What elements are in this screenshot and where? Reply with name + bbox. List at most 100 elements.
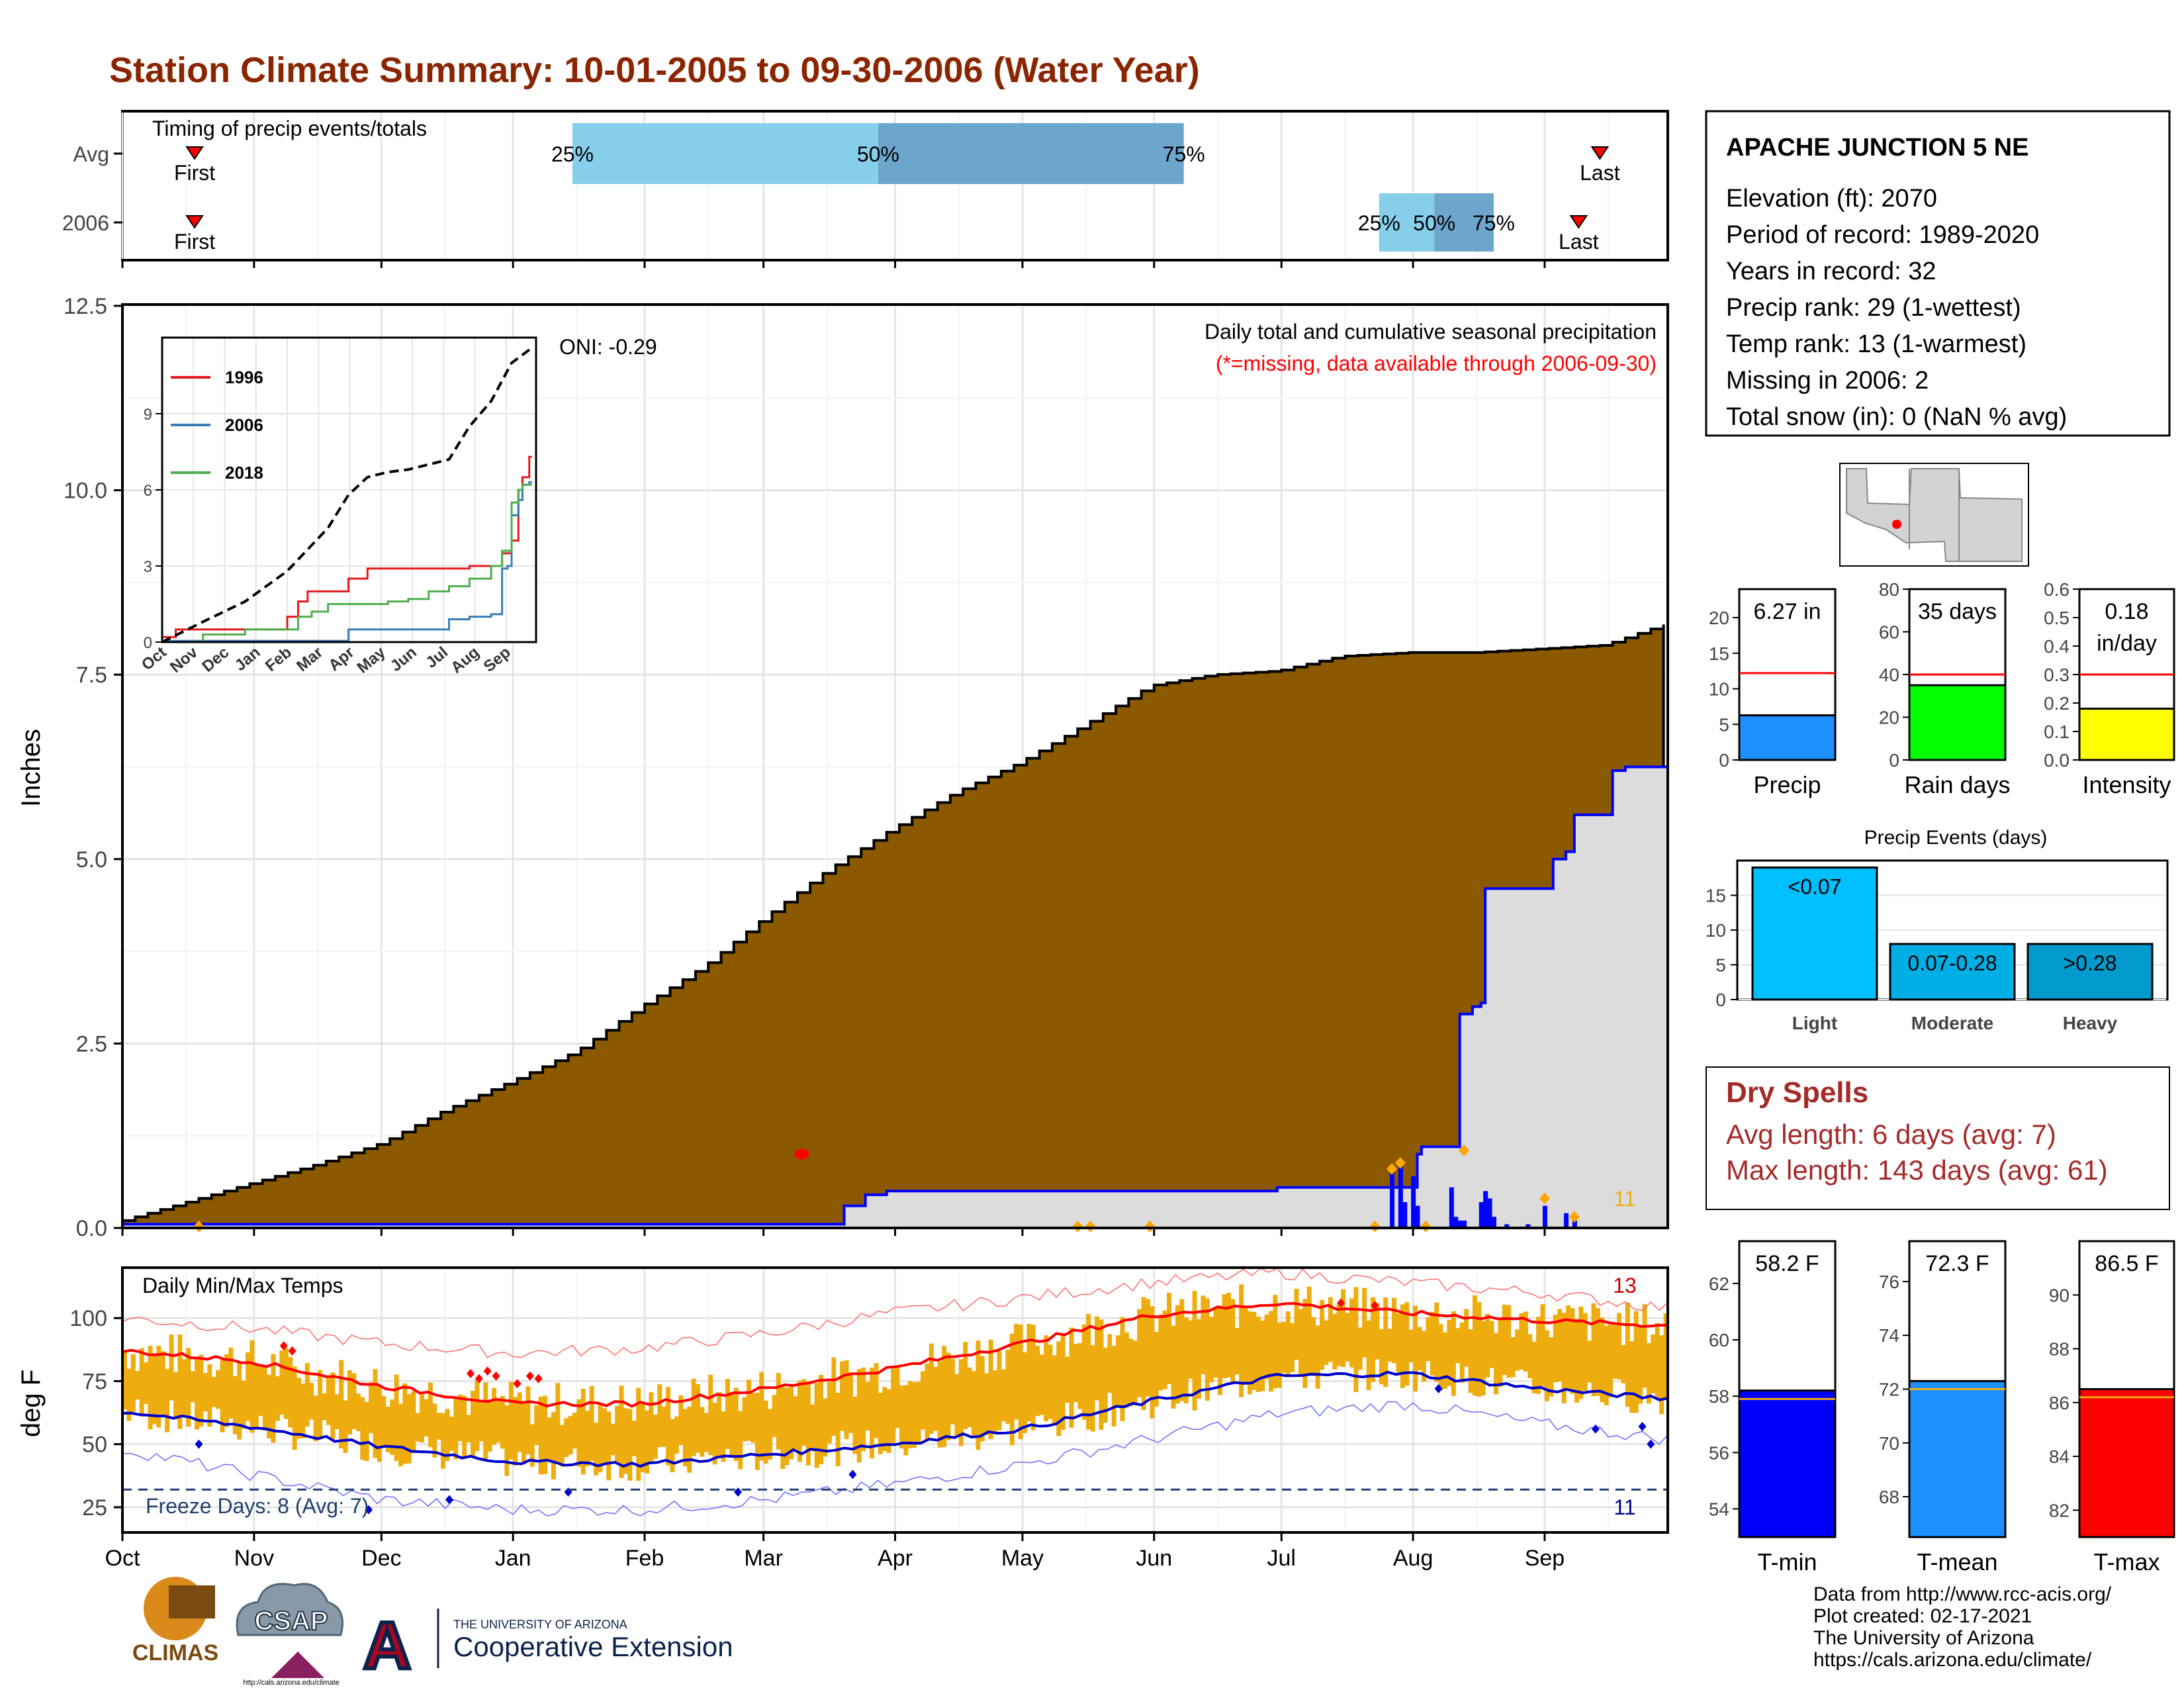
daily-temp-bar <box>1472 1295 1477 1396</box>
daily-temp-bar <box>1451 1311 1456 1396</box>
temp-summary-2-tick-label: 88 <box>2049 1339 2070 1360</box>
precip-summary-1-tick-label: 20 <box>1879 708 1899 728</box>
daily-temp-bar <box>899 1385 904 1449</box>
precip-summary-2-tick-label: 0.5 <box>2044 608 2070 628</box>
daily-temp-bar <box>1557 1309 1563 1382</box>
daily-temp-bar <box>831 1357 837 1436</box>
daily-temp-bar <box>1009 1333 1015 1446</box>
daily-temp-bar <box>1443 1332 1448 1389</box>
daily-temp-bar <box>1218 1306 1223 1395</box>
events-bar <box>1889 943 2016 1001</box>
timing-p25-label: 25% <box>551 142 594 166</box>
daily-temp-bar <box>1485 1313 1490 1378</box>
daily-temp-bar <box>623 1408 628 1474</box>
temp-summary-1-tick-label: 74 <box>1879 1325 1899 1346</box>
footer-line: https://cals.arizona.edu/climate/ <box>1813 1649 2092 1671</box>
daily-temp-bar <box>508 1382 514 1460</box>
daily-temp-bar <box>997 1350 1002 1430</box>
inset-line-2006 <box>162 481 532 642</box>
daily-temp-bar <box>580 1389 586 1475</box>
month-label: Jul <box>1267 1546 1296 1571</box>
daily-temp-bar <box>988 1339 993 1440</box>
inset-line-avg <box>161 346 533 643</box>
timing-p75-label: 75% <box>1473 211 1515 235</box>
daily-precip-bar <box>1491 1217 1496 1228</box>
station-details: Elevation (ft): 2070 Period of record: 19… <box>1726 185 2067 431</box>
daily-temp-bar <box>576 1399 582 1467</box>
precip-panel: 0.0 2.5 5.0 7.5 10.0 12.5 Inches ONI: -0.29 D… <box>17 294 1669 1241</box>
daily-temp-bar <box>1285 1311 1291 1376</box>
daily-temp-bar <box>1438 1324 1443 1391</box>
daily-temp-bar <box>1188 1320 1193 1379</box>
timing-last-label: Last <box>1580 161 1620 185</box>
month-label: Nov <box>234 1546 274 1571</box>
avg-min-line <box>122 1370 1668 1468</box>
timing-row-label: Avg <box>73 142 109 166</box>
daily-temp-bar <box>886 1389 891 1454</box>
daily-temp-bar <box>1154 1332 1159 1407</box>
daily-temp-bar <box>1570 1308 1575 1394</box>
daily-temp-bar <box>394 1374 399 1462</box>
daily-temp-bar <box>1375 1303 1380 1360</box>
daily-temp-bar <box>920 1371 926 1430</box>
daily-temp-bar <box>445 1409 450 1461</box>
daily-temp-bar <box>1336 1304 1342 1366</box>
events-tick-label: 15 <box>1706 886 1726 906</box>
precip-summary-2-tick-label: 0.2 <box>2044 693 2070 714</box>
daily-temp-bar <box>224 1354 229 1427</box>
month-label: Jan <box>495 1546 531 1571</box>
daily-temp-bar <box>733 1387 739 1462</box>
precip-summary-2-tick-label: 0.4 <box>2044 636 2070 657</box>
daily-temp-bar <box>296 1378 302 1439</box>
daily-temp-bar <box>203 1373 208 1412</box>
temp-summary-0-tick-label: 60 <box>1709 1330 1729 1350</box>
precip-count: 11 <box>1614 1187 1635 1211</box>
daily-temp-bar <box>1455 1328 1461 1364</box>
daily-temp-bar <box>1357 1327 1363 1370</box>
daily-temp-bar <box>1171 1325 1176 1409</box>
daily-temp-bar <box>1447 1319 1452 1386</box>
daily-temp-bar <box>428 1382 433 1448</box>
temp-summary-0-value-label: 58.2 F <box>1755 1251 1819 1276</box>
daily-temp-bar <box>942 1346 947 1447</box>
daily-temp-bar <box>309 1383 314 1420</box>
record-high-marker <box>513 1379 522 1389</box>
daily-temp-bar <box>529 1424 535 1467</box>
record-low-marker <box>848 1470 857 1479</box>
daily-temp-bar <box>1434 1302 1439 1382</box>
record-low-marker <box>1647 1439 1655 1449</box>
dry-spells-box: Dry Spells Avg length: 6 days (avg: 7) M… <box>1706 1066 2170 1210</box>
timing-p25-label: 25% <box>1358 211 1400 235</box>
precip-summary-1-category-label: Rain days <box>1904 771 2010 798</box>
month-label: Oct <box>105 1546 140 1571</box>
daily-temp-bar <box>1642 1304 1647 1388</box>
record-low-marker <box>195 1439 203 1449</box>
ua-logo: A THE UNIVERSITY OF ARIZONA Cooperative … <box>361 1607 733 1685</box>
dry-spells-title: Dry Spells <box>1726 1076 1868 1109</box>
daily-temp-bar <box>840 1361 845 1431</box>
record-min-line <box>122 1401 1668 1517</box>
precip-event-diamond <box>1420 1220 1432 1233</box>
daily-temp-bar <box>1315 1325 1320 1389</box>
daily-temp-bar <box>322 1393 327 1421</box>
daily-temp-bar <box>1544 1330 1549 1401</box>
precip-summary-2-tick-label: 0.0 <box>2044 750 2070 771</box>
month-axis: Oct Nov Dec Jan Feb Mar Apr May Jun Jul Aug Sep <box>105 1532 1565 1571</box>
daily-temp-bar <box>369 1382 374 1433</box>
record-high-marker <box>525 1371 534 1381</box>
daily-temp-bar <box>1183 1317 1189 1404</box>
precip-event-diamond <box>1394 1156 1406 1169</box>
month-label: Mar <box>744 1546 783 1571</box>
events-tick-label: 0 <box>1715 990 1726 1010</box>
inset-legend: 1996 2006 2018 <box>171 367 263 483</box>
daily-temp-bar <box>241 1380 246 1429</box>
daily-temp-bar <box>1633 1311 1639 1413</box>
daily-temp-bar <box>1404 1302 1410 1386</box>
precip-summary-0-tick-label: 10 <box>1709 679 1729 700</box>
record-low-marker <box>1638 1422 1647 1431</box>
daily-temp-bar <box>267 1375 272 1438</box>
daily-temp-bar <box>619 1385 624 1478</box>
precip-summary-0-bar <box>1738 714 1837 761</box>
precip-summary-1-tick-label: 40 <box>1879 665 1899 685</box>
daily-temp-bar <box>1014 1323 1019 1420</box>
